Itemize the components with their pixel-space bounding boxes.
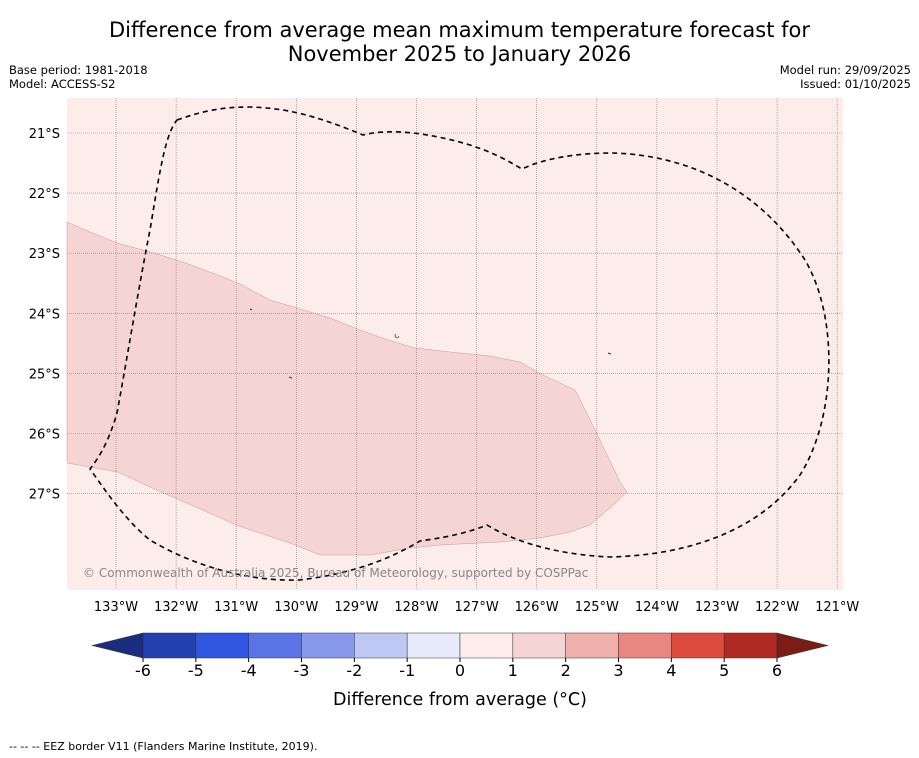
colorbar-segment bbox=[354, 632, 408, 659]
island-marker-4 bbox=[607, 352, 612, 355]
base-period: Base period: 1981-2018 bbox=[9, 63, 148, 77]
lon-label: 124°W bbox=[635, 600, 679, 615]
colorbar-segment bbox=[565, 632, 619, 659]
lon-label: 123°W bbox=[695, 600, 739, 615]
lon-label: 131°W bbox=[214, 600, 258, 615]
lon-label: 133°W bbox=[94, 600, 138, 615]
lon-label: 122°W bbox=[755, 600, 799, 615]
lat-label: 24°S bbox=[29, 307, 60, 322]
colorbar-tick-label: 5 bbox=[719, 661, 729, 680]
colorbar-tick-label: 3 bbox=[613, 661, 623, 680]
island-marker-1 bbox=[249, 308, 253, 311]
colorbar-tick-label: 0 bbox=[455, 661, 465, 680]
colorbar-tick-label: -2 bbox=[346, 661, 362, 680]
colorbar-over-arrow bbox=[776, 632, 829, 659]
issued-date: Issued: 01/10/2025 bbox=[800, 77, 911, 91]
lon-label: 126°W bbox=[515, 600, 559, 615]
lon-label: 125°W bbox=[575, 600, 619, 615]
colorbar-segment bbox=[618, 632, 672, 659]
island-marker-2 bbox=[394, 333, 400, 338]
colorbar-segment bbox=[142, 632, 197, 659]
colorbar: -6 -5 -4 -3 -2 -1 0 1 2 3 4 5 6 bbox=[91, 632, 829, 680]
colorbar-label: Difference from average (°C) bbox=[333, 690, 587, 710]
lon-label: 130°W bbox=[274, 600, 318, 615]
colorbar-segment bbox=[301, 632, 355, 659]
lon-label: 128°W bbox=[394, 600, 438, 615]
lon-label: 127°W bbox=[455, 600, 499, 615]
colorbar-tick-label: 4 bbox=[666, 661, 676, 680]
colorbar-segment bbox=[406, 632, 461, 659]
colorbar-segment bbox=[512, 632, 566, 659]
copyright-notice: © Commonwealth of Australia 2025, Bureau… bbox=[83, 566, 588, 580]
colorbar-tick-label: 6 bbox=[772, 661, 782, 680]
colorbar-tick-label: -3 bbox=[294, 661, 310, 680]
colorbar-tick-label: -4 bbox=[241, 661, 257, 680]
lon-label: 129°W bbox=[334, 600, 378, 615]
lat-label: 26°S bbox=[29, 428, 60, 443]
lat-label: 21°S bbox=[29, 127, 60, 142]
anomaly-region-1-to-2 bbox=[66, 221, 628, 556]
colorbar-segment bbox=[723, 632, 778, 659]
eez-border bbox=[88, 106, 830, 581]
eez-legend-note: -- -- -- EEZ border V11 (Flanders Marine… bbox=[9, 740, 318, 753]
lon-label: 121°W bbox=[815, 600, 859, 615]
latitude-labels: 21°S 22°S 23°S 24°S 25°S 26°S 27°S bbox=[29, 127, 60, 503]
lat-label: 25°S bbox=[29, 367, 60, 382]
colorbar-segment bbox=[195, 632, 249, 659]
colorbar-tick-label: 2 bbox=[561, 661, 571, 680]
lat-label: 22°S bbox=[29, 187, 60, 202]
title-line-2: November 2025 to January 2026 bbox=[287, 42, 632, 66]
lon-label: 132°W bbox=[154, 600, 198, 615]
colorbar-tick-label: 1 bbox=[508, 661, 518, 680]
map-title: Difference from average mean maximum tem… bbox=[0, 18, 919, 66]
title-line-1: Difference from average mean maximum tem… bbox=[109, 18, 810, 42]
meta-left: Base period: 1981-2018 Model: ACCESS-S2 bbox=[9, 63, 148, 91]
model-run: Model run: 29/09/2025 bbox=[779, 63, 911, 77]
colorbar-tick-label: -5 bbox=[188, 661, 204, 680]
lat-label: 23°S bbox=[29, 247, 60, 262]
colorbar-tick-label: -1 bbox=[399, 661, 415, 680]
lat-label: 27°S bbox=[29, 488, 60, 503]
meta-right: Model run: 29/09/2025 Issued: 01/10/2025 bbox=[780, 63, 911, 91]
model-name: Model: ACCESS-S2 bbox=[9, 77, 116, 91]
colorbar-segment bbox=[459, 632, 514, 659]
colorbar-segment bbox=[671, 632, 725, 659]
longitude-labels: 133°W 132°W 131°W 130°W 129°W 128°W 127°W 126°W… bbox=[94, 600, 860, 615]
gridlines bbox=[67, 98, 843, 590]
colorbar-segment bbox=[248, 632, 302, 659]
colorbar-under-arrow bbox=[91, 632, 144, 659]
colorbar-tick-label: -6 bbox=[135, 661, 151, 680]
island-marker-3 bbox=[288, 376, 293, 379]
